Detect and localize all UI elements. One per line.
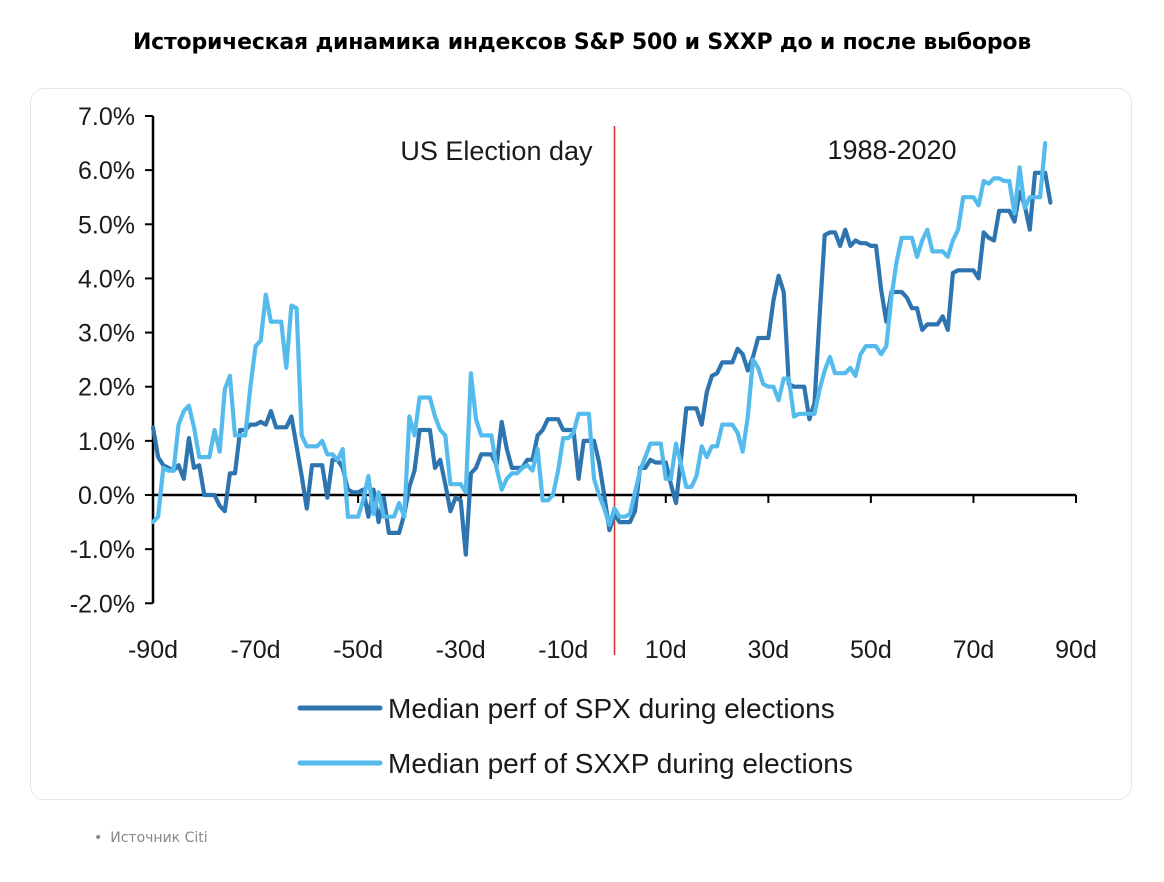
- x-tick-label: -90d: [128, 636, 178, 664]
- page-title: Историческая динамика индексов S&P 500 и…: [132, 30, 1032, 55]
- x-tick-label: 90d: [1055, 636, 1097, 664]
- y-tick-label: 0.0%: [78, 482, 135, 510]
- x-tick-label: 10d: [645, 636, 687, 664]
- x-tick-label: -50d: [333, 636, 383, 664]
- x-tick-label: 30d: [747, 636, 789, 664]
- x-tick-label: 50d: [850, 636, 892, 664]
- series-line-sxxp: [150, 141, 1048, 527]
- y-tick-label: -1.0%: [70, 536, 135, 564]
- y-tick-label: 2.0%: [78, 374, 135, 402]
- y-tick-label: -2.0%: [70, 590, 135, 618]
- x-tick-label: -10d: [538, 636, 588, 664]
- series-line-spx: [150, 170, 1053, 557]
- x-tick-label: 70d: [953, 636, 995, 664]
- legend: Median perf of SPX during elections Media…: [297, 693, 853, 779]
- y-tick-label: 4.0%: [78, 265, 135, 293]
- x-tick-label: -30d: [436, 636, 486, 664]
- x-tick-label: -70d: [231, 636, 281, 664]
- series-group: [150, 141, 1053, 557]
- y-tick-label: 5.0%: [78, 211, 135, 239]
- y-tick-label: 7.0%: [78, 103, 135, 131]
- annotation-period: 1988-2020: [827, 135, 956, 165]
- legend-label-sxxp: Median perf of SXXP during elections: [388, 748, 853, 779]
- source-note: • Источник Citi: [94, 830, 208, 846]
- y-tick-label: 6.0%: [78, 157, 135, 185]
- y-tick-label: 3.0%: [78, 320, 135, 348]
- legend-label-spx: Median perf of SPX during elections: [388, 693, 835, 724]
- annotation-election-day: US Election day: [400, 136, 593, 166]
- source-text: Источник Citi: [110, 830, 208, 846]
- tick-labels: -2.0% -1.0% 0.0% 1.0% 2.0% 3.0% 4.0% 5.0% 6.0% 7.…: [70, 103, 1097, 664]
- y-tick-label: 1.0%: [78, 428, 135, 456]
- bullet-icon: •: [94, 830, 103, 846]
